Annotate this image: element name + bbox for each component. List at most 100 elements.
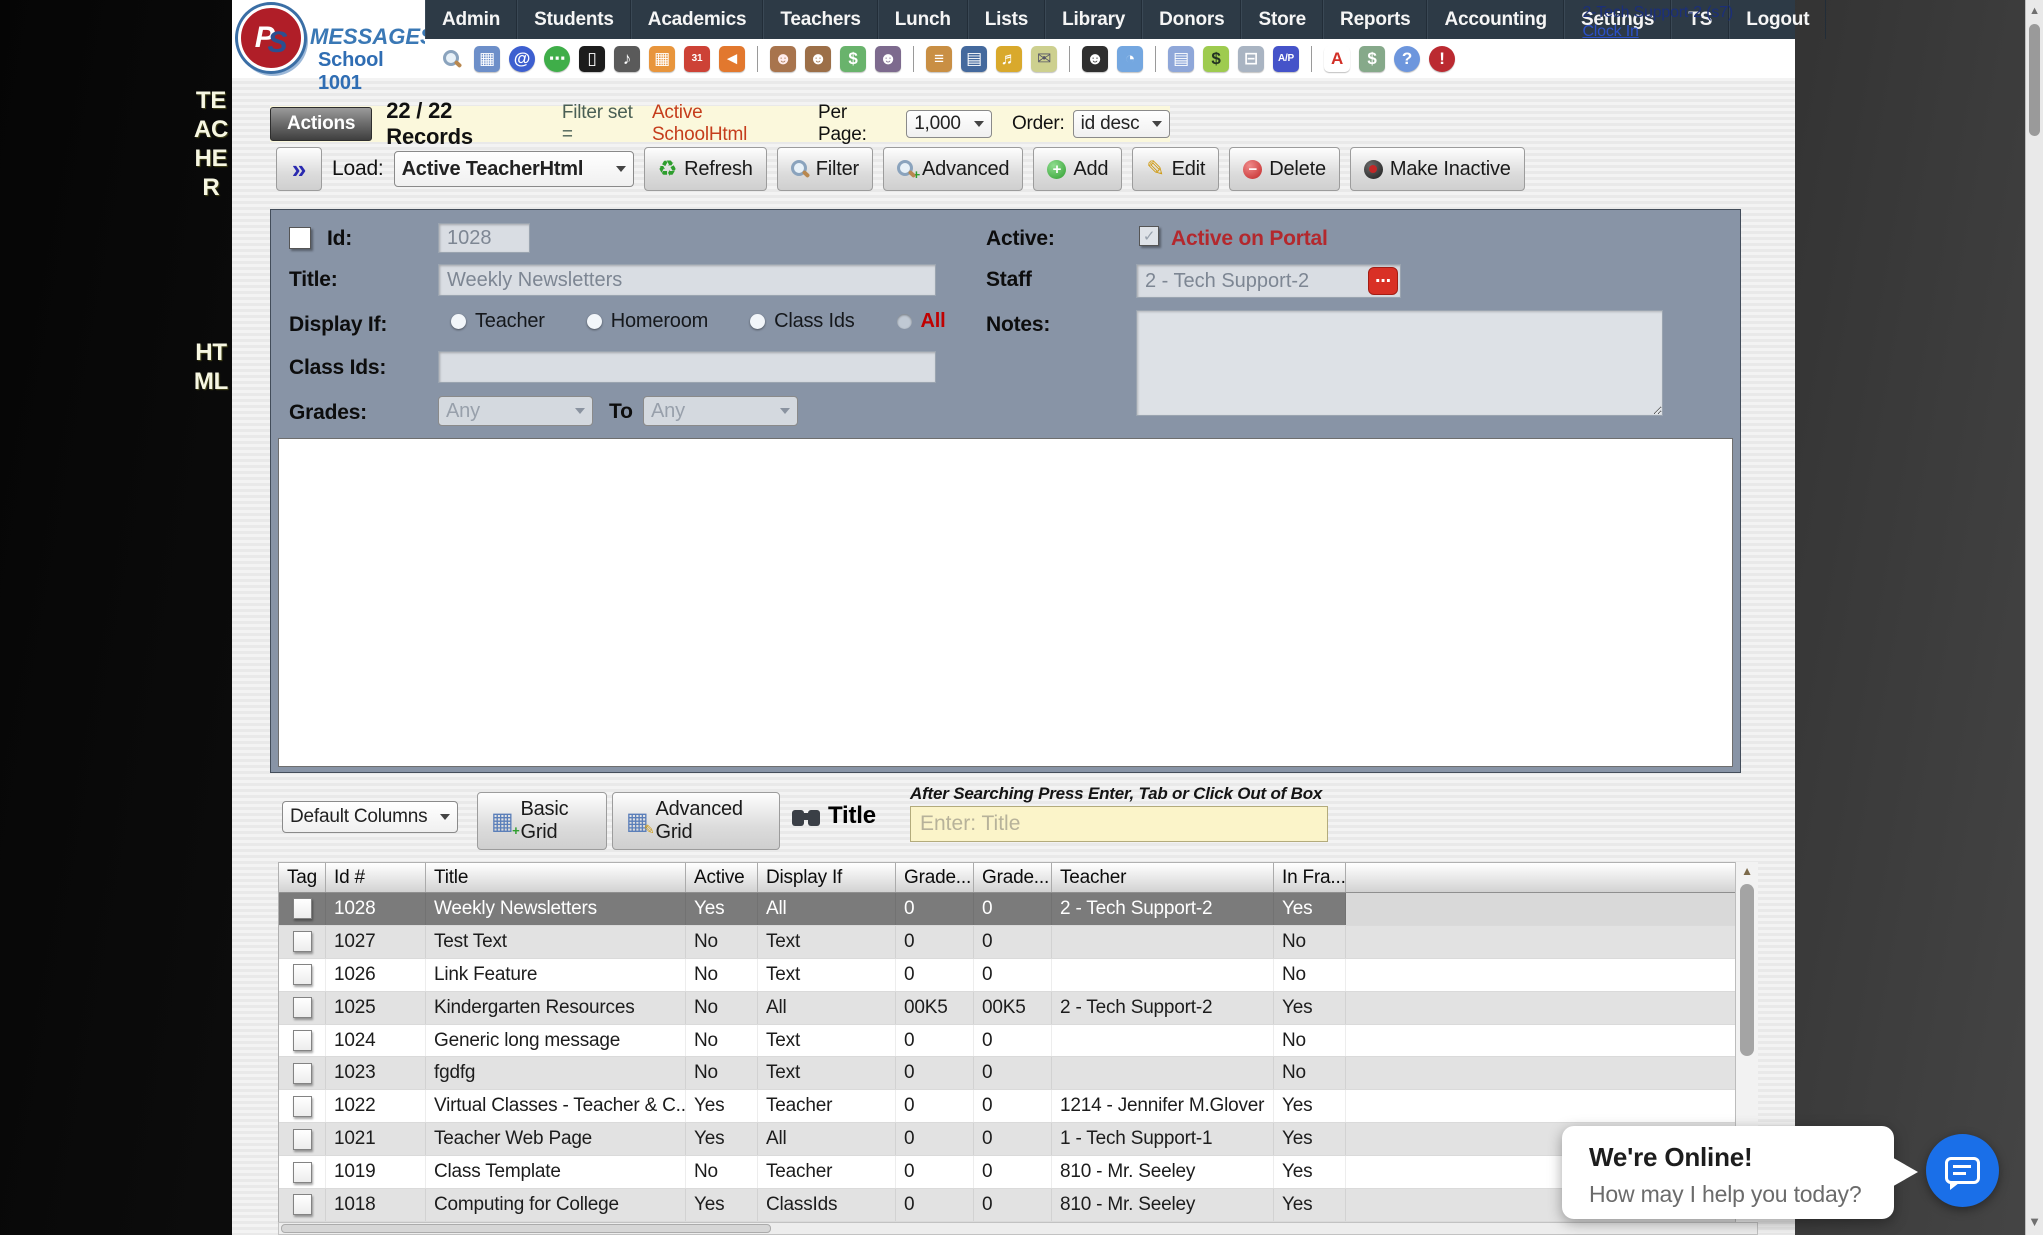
row-checkbox[interactable] (292, 898, 312, 920)
announcement-speaker-icon[interactable]: ♪ (614, 45, 640, 72)
order-select[interactable]: id desc (1072, 110, 1170, 138)
staff-icon[interactable]: ☻ (1082, 45, 1108, 72)
columns-select[interactable]: Default Columns (282, 801, 458, 833)
table-row[interactable]: 1023 fgdfg No Text 0 0 No (279, 1057, 1757, 1091)
grades-from-select[interactable]: Any (438, 396, 593, 426)
family-icon[interactable]: ☻ (875, 45, 901, 72)
column-header-display-if[interactable]: Display If (758, 863, 896, 892)
nav-item-donors[interactable]: Donors (1142, 0, 1242, 39)
calendar-icon[interactable]: 31 (684, 45, 710, 72)
nav-item-teachers[interactable]: Teachers (763, 0, 878, 39)
column-header-title[interactable]: Title (426, 863, 686, 892)
table-row[interactable]: 1027 Test Text No Text 0 0 No (279, 925, 1757, 959)
row-checkbox[interactable] (292, 931, 312, 953)
staff-field[interactable] (1136, 264, 1401, 298)
row-checkbox[interactable] (292, 1062, 312, 1084)
column-header-active[interactable]: Active (686, 863, 758, 892)
print-money-icon[interactable]: $ (1359, 45, 1385, 72)
table-row[interactable]: 1018 Computing for College Yes ClassIds 0 0 81… (279, 1189, 1757, 1222)
nav-item-lists[interactable]: Lists (967, 0, 1046, 39)
notes-field[interactable] (1136, 310, 1663, 416)
payments-icon[interactable]: $ (840, 45, 866, 72)
schedule-grid-icon[interactable]: ▦ (474, 45, 500, 72)
html-editor-area[interactable] (278, 438, 1733, 767)
scrollbar-thumb[interactable] (2029, 24, 2040, 136)
calculator-icon[interactable]: ▦ (649, 45, 675, 72)
actions-button[interactable]: Actions (270, 107, 373, 141)
basic-grid-button[interactable]: ▦ + Basic Grid (477, 792, 607, 850)
advanced-button[interactable]: + Advanced (882, 147, 1024, 191)
id-tag-checkbox[interactable] (289, 227, 311, 249)
nav-item-academics[interactable]: Academics (630, 0, 764, 39)
pdf-icon[interactable]: A (1324, 45, 1350, 72)
display-if-homeroom-radio[interactable] (586, 314, 602, 329)
nav-item-accounting[interactable]: Accounting (1427, 0, 1564, 39)
column-header-tag[interactable]: Tag (279, 863, 326, 892)
page-scrollbar[interactable]: ▲ ▼ (2025, 0, 2043, 1235)
nav-item-store[interactable]: Store (1241, 0, 1324, 39)
nav-item-admin[interactable]: Admin (425, 0, 518, 39)
grid-horizontal-scrollbar[interactable] (278, 1222, 1758, 1235)
nav-item-settings[interactable]: Settings (1563, 0, 1672, 39)
lunch-icon[interactable]: ≡ (926, 45, 952, 72)
scroll-down-icon[interactable]: ▼ (2028, 1214, 2041, 1229)
staff-picker-button[interactable]: ⋯ (1368, 267, 1398, 295)
id-field[interactable] (438, 223, 530, 253)
nav-item-lunch[interactable]: Lunch (877, 0, 968, 39)
nav-item-reports[interactable]: Reports (1323, 0, 1428, 39)
report-sheet-icon[interactable]: ▤ (1168, 45, 1194, 72)
display-if-classids-radio[interactable] (750, 314, 766, 329)
class-ids-field[interactable] (438, 351, 936, 383)
clock-in-link[interactable]: Clock In (1582, 23, 1639, 40)
active-checkbox[interactable]: ✓ (1139, 226, 1159, 246)
email-icon[interactable]: @ (509, 45, 535, 72)
expand-button[interactable]: » (276, 147, 322, 191)
table-row[interactable]: 1022 Virtual Classes - Teacher & C... Yes T… (279, 1090, 1757, 1124)
title-field[interactable] (438, 264, 936, 296)
awards-horn-icon[interactable]: ♬ (996, 45, 1022, 72)
row-checkbox[interactable] (292, 964, 312, 986)
nav-item-logout[interactable]: Logout (1729, 0, 1827, 39)
chat-launcher-button[interactable] (1926, 1134, 1999, 1207)
per-page-select[interactable]: 1,000 (906, 110, 992, 138)
display-if-all-radio[interactable] (896, 314, 912, 329)
alert-icon[interactable]: ! (1429, 45, 1455, 72)
row-checkbox[interactable] (292, 1030, 312, 1051)
table-row[interactable]: 1021 Teacher Web Page Yes All 0 0 1 - Tech Sup… (279, 1123, 1757, 1157)
print-checks-icon[interactable]: ⊟ (1238, 45, 1264, 72)
scrollbar-thumb[interactable] (1740, 884, 1754, 1056)
chat-bubble[interactable]: We're Online! How may I help you today? (1562, 1126, 1894, 1219)
table-row[interactable]: 1028 Weekly Newsletters Yes All 0 0 2 - Tech S… (279, 893, 1757, 926)
make-inactive-button[interactable]: Make Inactive (1349, 147, 1525, 191)
column-header-grade[interactable]: Grade... (974, 863, 1052, 892)
row-checkbox[interactable] (292, 1161, 312, 1183)
student-icon[interactable]: ☻ (805, 45, 831, 72)
help-icon[interactable]: ? (1394, 45, 1420, 72)
table-row[interactable]: 1024 Generic long message No Text 0 0 No (279, 1024, 1757, 1058)
display-if-teacher-radio[interactable] (451, 314, 466, 329)
search-icon[interactable] (439, 46, 465, 72)
scroll-up-icon[interactable]: ▲ (1741, 864, 1753, 878)
row-checkbox[interactable] (292, 997, 312, 1019)
delete-button[interactable]: − Delete (1229, 147, 1340, 191)
student-add-icon[interactable]: ☻ (770, 45, 796, 72)
nav-item-library[interactable]: Library (1045, 0, 1143, 39)
row-checkbox[interactable] (292, 1095, 312, 1117)
accounts-payable-icon[interactable]: A/P (1273, 45, 1299, 72)
column-header-grade[interactable]: Grade... (896, 863, 974, 892)
mail-photo-icon[interactable]: ✉ (1031, 45, 1057, 72)
table-row[interactable]: 1019 Class Template No Teacher 0 0 810 - Mr. S… (279, 1156, 1757, 1190)
refresh-button[interactable]: ♻ Refresh (643, 147, 767, 191)
text-chat-icon[interactable]: ⋯ (544, 45, 570, 72)
add-button[interactable]: + Add (1033, 147, 1123, 191)
advanced-grid-button[interactable]: ▦ ✎ Advanced Grid (612, 792, 780, 850)
megaphone-icon[interactable]: ◄ (719, 45, 745, 72)
mobile-phone-icon[interactable]: ▯ (579, 45, 605, 72)
check-register-icon[interactable]: $ (1203, 45, 1229, 72)
row-checkbox[interactable] (292, 1194, 312, 1216)
scrollbar-thumb[interactable] (281, 1224, 771, 1233)
column-header-in-fra[interactable]: In Fra... (1274, 863, 1346, 892)
row-checkbox[interactable] (292, 1128, 312, 1150)
library-book-icon[interactable]: ▤ (961, 45, 987, 72)
table-row[interactable]: 1025 Kindergarten Resources No All 00K5 00K5 2… (279, 991, 1757, 1025)
